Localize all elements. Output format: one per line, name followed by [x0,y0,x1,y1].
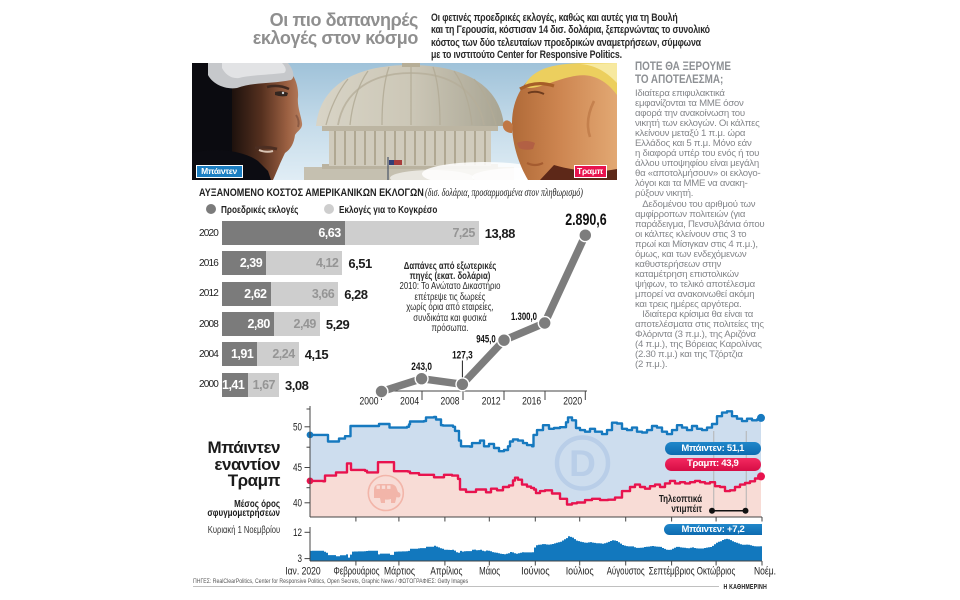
svg-text:2004: 2004 [400,396,419,408]
svg-text:3: 3 [298,553,303,565]
svg-text:Ιαν. 2020: Ιαν. 2020 [285,566,321,578]
svg-text:40: 40 [293,497,302,509]
svg-text:2008: 2008 [441,396,460,408]
svg-text:Απρίλιος: Απρίλιος [430,566,462,578]
svg-text:12: 12 [293,527,302,539]
svg-text:Μάιος: Μάιος [479,566,500,578]
svg-text:Ιούλιος: Ιούλιος [566,566,594,578]
svg-text:2012: 2012 [482,396,501,408]
svg-text:1.300,0: 1.300,0 [511,311,537,323]
svg-text:243,0: 243,0 [411,361,432,373]
svg-text:Ιούνιος: Ιούνιος [521,566,550,578]
svg-text:D: D [569,443,596,484]
svg-text:Μάρτιος: Μάρτιος [384,566,415,578]
svg-text:Φεβρουάριος: Φεβρουάριος [334,566,380,578]
svg-text:Νοέμ.: Νοέμ. [754,566,776,578]
svg-text:2.890,6: 2.890,6 [565,211,607,229]
svg-text:45: 45 [293,462,302,474]
svg-text:Οκτώβριος: Οκτώβριος [697,566,736,578]
svg-text:127,3: 127,3 [452,350,473,362]
svg-text:Αύγουστος: Αύγουστος [607,566,645,578]
svg-text:2020: 2020 [563,396,582,408]
svg-text:50: 50 [293,421,302,433]
svg-text:2016: 2016 [522,396,541,408]
svg-text:945,0: 945,0 [476,334,496,346]
svg-text:2000: 2000 [360,396,379,408]
svg-text:Σεπτέμβριος: Σεπτέμβριος [649,566,695,578]
